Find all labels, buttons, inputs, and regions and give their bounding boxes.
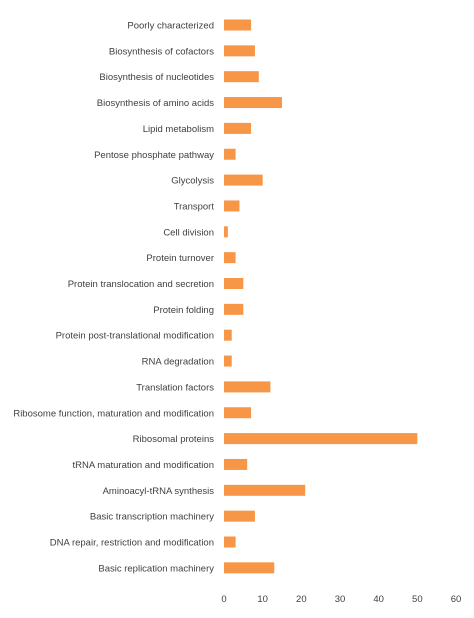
category-label: Protein folding bbox=[153, 305, 214, 316]
bar bbox=[224, 45, 255, 57]
bar bbox=[224, 226, 228, 238]
category-label: Aminoacyl-tRNA synthesis bbox=[103, 486, 215, 497]
x-tick-label: 0 bbox=[221, 594, 226, 605]
category-label: Transport bbox=[174, 201, 215, 212]
x-tick-label: 60 bbox=[451, 594, 462, 605]
category-label: Biosynthesis of cofactors bbox=[109, 46, 214, 57]
category-label: Ribosomal proteins bbox=[133, 434, 215, 445]
category-label: Biosynthesis of amino acids bbox=[97, 98, 214, 109]
bar bbox=[224, 407, 252, 419]
bar bbox=[224, 329, 232, 341]
bar bbox=[224, 200, 240, 212]
bar bbox=[224, 19, 252, 31]
bar bbox=[224, 458, 248, 470]
bar bbox=[224, 510, 255, 522]
category-label: Glycolysis bbox=[171, 176, 214, 187]
category-label: tRNA maturation and modification bbox=[72, 460, 214, 471]
bar bbox=[224, 355, 232, 367]
category-label: Protein translocation and secretion bbox=[68, 279, 214, 290]
bar bbox=[224, 97, 282, 109]
bar bbox=[224, 536, 236, 548]
bar bbox=[224, 433, 418, 445]
bar bbox=[224, 148, 236, 160]
category-label: Basic replication machinery bbox=[98, 563, 214, 574]
category-label: Pentose phosphate pathway bbox=[94, 150, 214, 161]
category-label: Biosynthesis of nucleotides bbox=[99, 72, 214, 83]
category-label: Translation factors bbox=[136, 382, 214, 393]
bar bbox=[224, 174, 263, 186]
bar bbox=[224, 303, 244, 315]
value-axis-ticks: 0 10 20 30 40 50 60 bbox=[221, 594, 461, 605]
category-label: Ribosome function, maturation and modifi… bbox=[13, 408, 214, 419]
category-label: Cell division bbox=[163, 227, 214, 238]
category-label: RNA degradation bbox=[142, 357, 214, 368]
x-tick-label: 10 bbox=[257, 594, 268, 605]
bar bbox=[224, 252, 236, 264]
category-label: Poorly characterized bbox=[127, 21, 214, 32]
category-label: Protein post-translational modification bbox=[56, 331, 214, 342]
bar bbox=[224, 484, 306, 496]
category-label: Protein turnover bbox=[146, 253, 214, 264]
bar bbox=[224, 381, 271, 393]
x-tick-label: 30 bbox=[335, 594, 346, 605]
bar bbox=[224, 122, 252, 134]
bar bbox=[224, 562, 275, 574]
category-label: Lipid metabolism bbox=[143, 124, 214, 135]
bar bbox=[224, 278, 244, 289]
x-tick-label: 40 bbox=[373, 594, 384, 605]
x-tick-label: 20 bbox=[296, 594, 307, 605]
category-label: DNA repair, restriction and modification bbox=[50, 538, 214, 549]
category-label: Basic transcription machinery bbox=[90, 512, 214, 523]
bars-layer bbox=[224, 19, 418, 574]
category-labels: Poorly characterized Biosynthesis of cofa… bbox=[13, 21, 214, 575]
x-tick-label: 50 bbox=[412, 594, 423, 605]
bar bbox=[224, 71, 259, 83]
